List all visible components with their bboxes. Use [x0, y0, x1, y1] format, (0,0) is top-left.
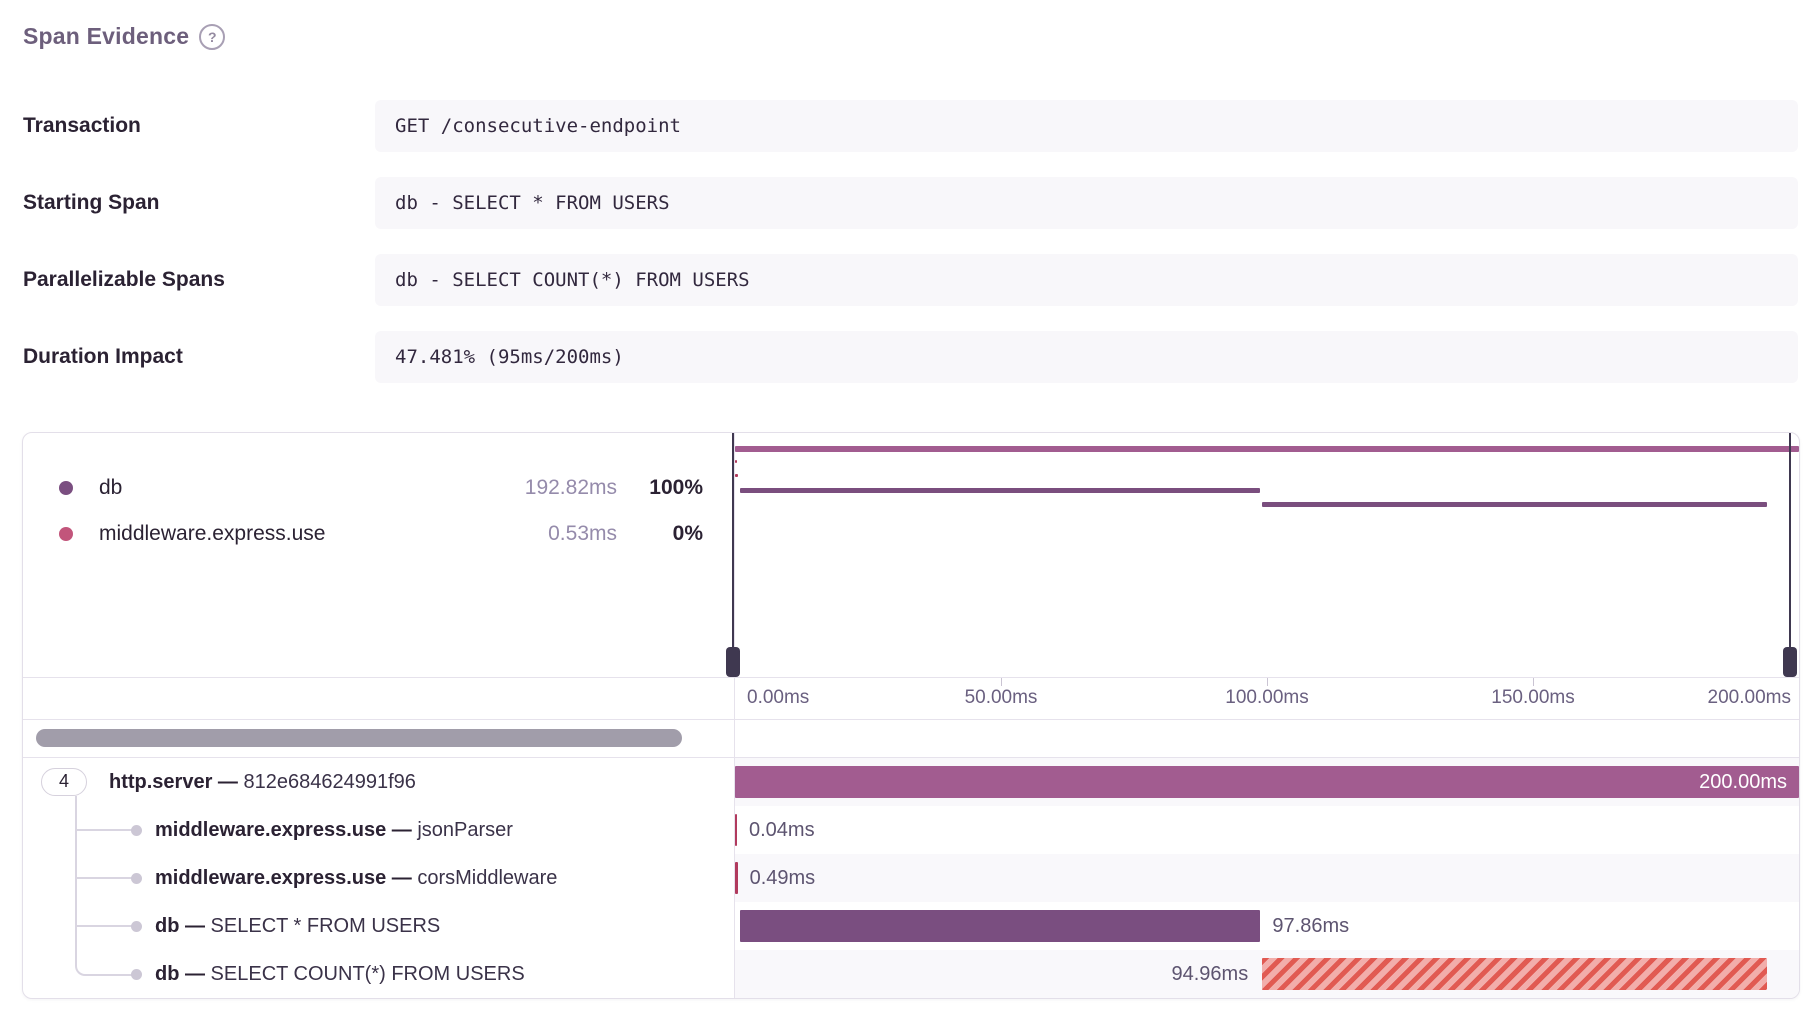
minimap-span-line — [735, 474, 738, 477]
axis-label: 50.00ms — [964, 687, 1038, 708]
span-duration-label: 0.49ms — [749, 867, 816, 889]
legend-duration: 192.82ms — [524, 476, 617, 499]
span-duration-cell: 94.96ms — [735, 950, 1799, 998]
span-duration-bar — [1262, 958, 1768, 990]
span-duration-label: 94.96ms — [1171, 963, 1249, 985]
span-row-middleware.express.use[interactable]: 0.49ms middleware.express.use — corsMiddl… — [23, 854, 1799, 902]
minimap-span-line — [1262, 502, 1768, 507]
span-duration-cell: 200.00ms — [735, 758, 1799, 806]
span-title: http.server — 812e684624991f96 — [109, 771, 416, 793]
legend-item-db[interactable]: db 192.82ms 100% — [59, 471, 703, 505]
field-row-starting-span: Starting Span db - SELECT * FROM USERS — [0, 177, 1820, 229]
legend-percent: 100% — [649, 476, 703, 499]
field-value: db - SELECT * FROM USERS — [375, 177, 1798, 229]
legend-duration: 0.53ms — [548, 522, 617, 545]
span-name-cell: middleware.express.use — jsonParser — [23, 806, 734, 854]
children-count-pill[interactable]: 4 — [41, 768, 87, 796]
time-axis: 0.00ms 50.00ms 100.00ms 150.00ms 200.00ms — [23, 677, 1799, 720]
span-duration-bar — [735, 862, 738, 894]
tree-node-dot — [131, 969, 142, 980]
trace-minimap[interactable] — [726, 433, 1799, 677]
span-row-middleware.express.use[interactable]: 0.04ms middleware.express.use — jsonParse… — [23, 806, 1799, 854]
span-title: middleware.express.use — corsMiddleware — [155, 867, 558, 889]
span-name-cell: middleware.express.use — corsMiddleware — [23, 854, 734, 902]
tree-node-dot — [131, 921, 142, 932]
horizontal-scrollbar-thumb[interactable] — [36, 729, 682, 747]
axis-label: 0.00ms — [747, 687, 810, 708]
field-row-duration-impact: Duration Impact 47.481% (95ms/200ms) — [0, 331, 1820, 383]
legend-op-name: db — [99, 476, 123, 499]
span-name-cell: 4 http.server — 812e684624991f96 — [23, 758, 734, 806]
span-duration-cell: 0.49ms — [735, 854, 1799, 902]
minimap-span-line — [739, 488, 1261, 493]
field-label: Starting Span — [23, 191, 160, 214]
tree-connector-horizontal — [75, 877, 137, 879]
span-name-cell: db — SELECT * FROM USERS — [23, 902, 734, 950]
tree-connector-horizontal — [75, 829, 137, 831]
field-label: Transaction — [23, 114, 141, 137]
legend-color-dot — [59, 527, 73, 541]
legend-op-name: middleware.express.use — [99, 522, 326, 545]
field-row-parallelizable-spans: Parallelizable Spans db - SELECT COUNT(*)… — [0, 254, 1820, 306]
tree-node-dot — [131, 873, 142, 884]
span-waterfall-rows: 200.00ms 4 http.server — 812e684624991f96 0… — [23, 758, 1799, 998]
span-duration-bar — [735, 766, 1799, 798]
span-duration-label: 97.86ms — [1272, 915, 1350, 937]
field-label: Parallelizable Spans — [23, 268, 225, 291]
scrollbar-row — [23, 720, 1799, 758]
span-title: db — SELECT * FROM USERS — [155, 915, 441, 937]
span-row-http.server[interactable]: 200.00ms 4 http.server — 812e684624991f96 — [23, 758, 1799, 806]
span-duration-cell: 97.86ms — [735, 902, 1799, 950]
minimap-span-line — [735, 446, 1799, 452]
span-title: middleware.express.use — jsonParser — [155, 819, 513, 841]
tree-connector-elbow — [75, 948, 139, 976]
axis-tick — [1267, 678, 1268, 686]
span-duration-cell: 0.04ms — [735, 806, 1799, 854]
legend-item-middleware.express.use[interactable]: middleware.express.use 0.53ms 0% — [59, 517, 703, 551]
help-icon[interactable]: ? — [199, 24, 226, 50]
span-evidence-header: Span Evidence ? — [23, 22, 226, 50]
axis-label: 200.00ms — [1707, 687, 1791, 708]
span-row-db[interactable]: 97.86ms db — SELECT * FROM USERS — [23, 902, 1799, 950]
field-value: db - SELECT COUNT(*) FROM USERS — [375, 254, 1798, 306]
field-label: Duration Impact — [23, 345, 183, 368]
span-duration-bar — [735, 814, 737, 846]
span-title: db — SELECT COUNT(*) FROM USERS — [155, 963, 525, 985]
legend-color-dot — [59, 481, 73, 495]
tree-node-dot — [131, 825, 142, 836]
span-duration-label: 200.00ms — [1699, 771, 1787, 793]
column-divider — [734, 433, 735, 998]
tree-connector-vertical — [75, 796, 77, 956]
span-row-db[interactable]: 94.96ms db — SELECT COUNT(*) FROM USERS — [23, 950, 1799, 998]
field-value: 47.481% (95ms/200ms) — [375, 331, 1798, 383]
minimap-left-drag-handle[interactable] — [726, 647, 740, 677]
tree-connector-horizontal — [75, 925, 137, 927]
minimap-right-boundary — [1789, 433, 1791, 647]
field-value: GET /consecutive-endpoint — [375, 100, 1798, 152]
minimap-left-boundary — [732, 433, 734, 647]
span-duration-label: 0.04ms — [749, 819, 815, 841]
field-row-transaction: Transaction GET /consecutive-endpoint — [0, 100, 1820, 152]
axis-label: 100.00ms — [1225, 687, 1309, 708]
minimap-span-line — [735, 460, 737, 463]
minimap-right-drag-handle[interactable] — [1783, 647, 1797, 677]
axis-label: 150.00ms — [1491, 687, 1575, 708]
legend-percent: 0% — [672, 522, 703, 545]
span-duration-bar — [739, 910, 1261, 942]
axis-tick — [1001, 678, 1002, 686]
axis-tick — [1533, 678, 1534, 686]
page-title: Span Evidence — [23, 22, 190, 49]
trace-view-card: db 192.82ms 100% middleware.express.use 0.53… — [22, 432, 1800, 999]
span-name-cell: db — SELECT COUNT(*) FROM USERS — [23, 950, 734, 998]
